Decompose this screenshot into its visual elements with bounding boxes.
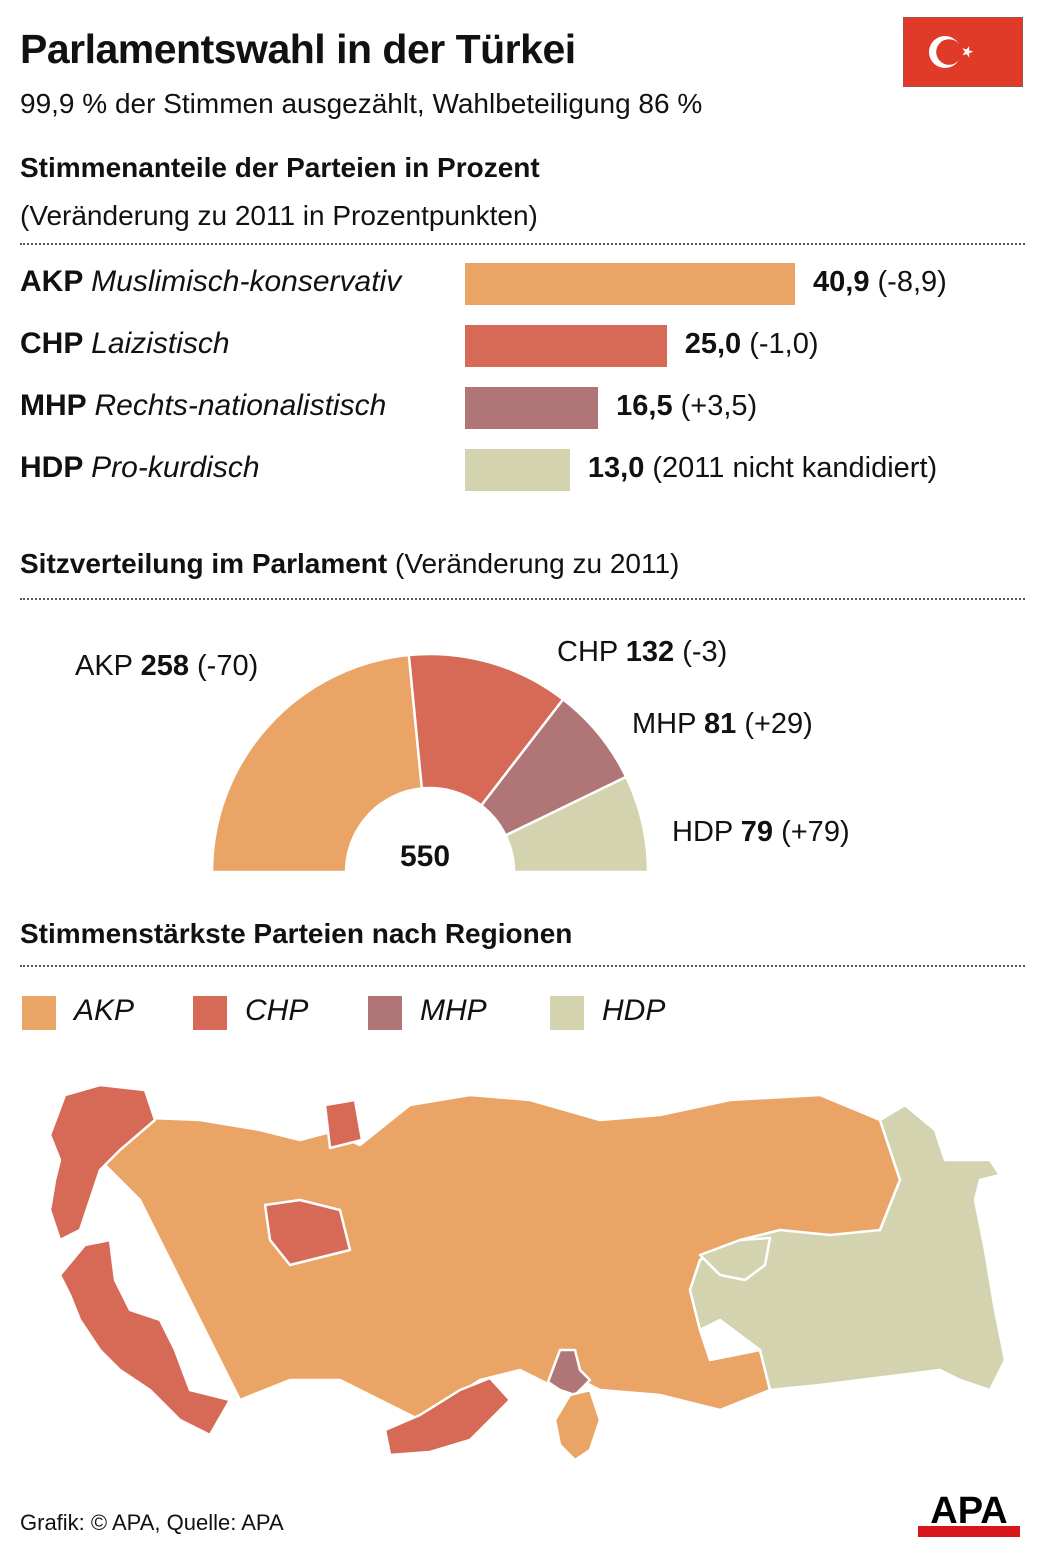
bar-value-akp: 40,9 (-8,9) bbox=[813, 266, 947, 298]
map-region-mhp bbox=[546, 1348, 592, 1397]
party-desc: Laizistisch bbox=[91, 327, 230, 360]
map-region-akp bbox=[553, 1388, 602, 1462]
legend-label-hdp: HDP bbox=[602, 994, 666, 1027]
votes-subheading: (Veränderung zu 2011 in Prozentpunkten) bbox=[20, 200, 538, 231]
page-title: Parlamentswahl in der Türkei bbox=[20, 26, 576, 72]
party-desc: Muslimisch-konservativ bbox=[91, 265, 402, 298]
map-region-chp bbox=[263, 1198, 352, 1267]
party-name: HDP bbox=[20, 451, 92, 484]
party-desc: Rechts-nationalistisch bbox=[94, 389, 387, 422]
seat-slice-chp bbox=[407, 652, 565, 808]
bar-label-mhp: MHP Rechts-nationalistisch bbox=[20, 389, 386, 423]
bar-hdp bbox=[465, 449, 570, 491]
seat-slice-hdp bbox=[503, 775, 650, 874]
divider bbox=[20, 965, 1025, 967]
seats-heading: Sitzverteilung im Parlament (Veränderung… bbox=[20, 548, 679, 580]
footer-credit: Grafik: © APA, Quelle: APA bbox=[20, 1510, 284, 1535]
seat-total: 550 bbox=[400, 840, 451, 873]
seats-heading-title: Sitzverteilung im Parlament bbox=[20, 548, 388, 579]
turkey-flag-icon bbox=[903, 17, 1023, 87]
apa-logo-text: APA bbox=[930, 1490, 1007, 1532]
map-region-chp bbox=[383, 1376, 512, 1457]
apa-logo: APA bbox=[918, 1490, 1020, 1537]
bar-label-hdp: HDP Pro-kurdisch bbox=[20, 451, 260, 485]
map-region-chp bbox=[323, 1098, 364, 1150]
seat-label-mhp: MHP 81 (+29) bbox=[632, 708, 813, 740]
legend-swatch-mhp bbox=[368, 996, 402, 1030]
bar-chp bbox=[465, 325, 667, 367]
bar-label-akp: AKP Muslimisch-konservativ bbox=[20, 265, 401, 299]
bar-mhp bbox=[465, 387, 599, 429]
party-name: MHP bbox=[20, 389, 95, 422]
bar-value-chp: 25,0 (-1,0) bbox=[684, 328, 819, 360]
bar-value-mhp: 16,5 (+3,5) bbox=[616, 390, 758, 422]
map-region-hdp bbox=[698, 1236, 772, 1282]
legend-label-mhp: MHP bbox=[420, 994, 487, 1027]
seat-chart bbox=[210, 652, 650, 874]
bar-label-chp: CHP Laizistisch bbox=[20, 327, 230, 361]
map-region-hdp bbox=[688, 1103, 1007, 1392]
legend-label-akp: AKP bbox=[74, 994, 135, 1027]
seats-heading-sub: (Veränderung zu 2011) bbox=[395, 548, 680, 579]
party-desc: Pro-kurdisch bbox=[91, 451, 260, 484]
map-region-chp bbox=[48, 1083, 157, 1242]
bar-akp bbox=[465, 263, 795, 305]
regions-heading: Stimmenstärkste Parteien nach Regionen bbox=[20, 918, 573, 949]
map-region-chp bbox=[58, 1238, 232, 1437]
seat-slice-akp bbox=[210, 653, 424, 874]
legend-swatch-akp bbox=[22, 996, 56, 1030]
legend-swatch-hdp bbox=[550, 996, 584, 1030]
votes-heading: Stimmenanteile der Parteien in Prozent bbox=[20, 152, 540, 183]
region-map bbox=[48, 1083, 1007, 1462]
legend-swatch-chp bbox=[193, 996, 227, 1030]
seat-label-akp: AKP 258 (-70) bbox=[75, 650, 259, 682]
legend-label-chp: CHP bbox=[245, 994, 309, 1027]
page-subtitle: 99,9 % der Stimmen ausgezählt, Wahlbetei… bbox=[20, 88, 703, 119]
party-name: AKP bbox=[20, 265, 92, 298]
divider bbox=[20, 598, 1025, 600]
seat-label-hdp: HDP 79 (+79) bbox=[672, 816, 850, 848]
divider bbox=[20, 243, 1025, 245]
party-name: CHP bbox=[20, 327, 92, 360]
bar-value-hdp: 13,0 (2011 nicht kandidiert) bbox=[587, 452, 938, 484]
seat-label-chp: CHP 132 (-3) bbox=[557, 636, 728, 668]
